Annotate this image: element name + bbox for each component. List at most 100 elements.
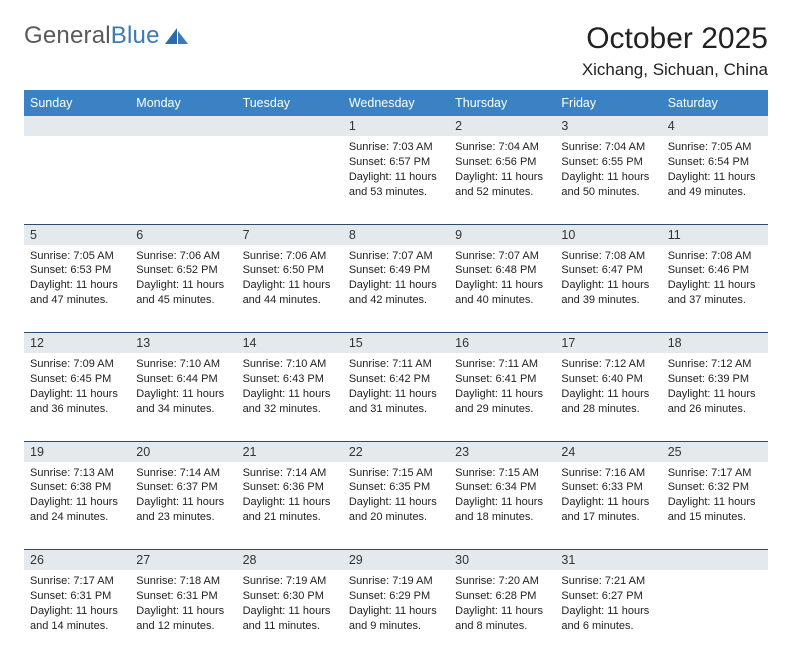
- day-cell: [662, 570, 768, 658]
- day-number: 30: [449, 550, 555, 571]
- week-row: Sunrise: 7:05 AMSunset: 6:53 PMDaylight:…: [24, 245, 768, 333]
- day-cell: Sunrise: 7:16 AMSunset: 6:33 PMDaylight:…: [555, 462, 661, 550]
- day-number: [662, 550, 768, 571]
- day-number: 19: [24, 441, 130, 462]
- sunset-text: Sunset: 6:54 PM: [668, 155, 762, 170]
- day-number: 28: [237, 550, 343, 571]
- day-info: Sunrise: 7:20 AMSunset: 6:28 PMDaylight:…: [455, 574, 549, 633]
- sunset-text: Sunset: 6:43 PM: [243, 372, 337, 387]
- sunset-text: Sunset: 6:56 PM: [455, 155, 549, 170]
- day-info: Sunrise: 7:16 AMSunset: 6:33 PMDaylight:…: [561, 466, 655, 525]
- sunset-text: Sunset: 6:31 PM: [136, 589, 230, 604]
- weekday-header: Friday: [555, 90, 661, 116]
- title-block: October 2025 Xichang, Sichuan, China: [582, 22, 768, 80]
- sunset-text: Sunset: 6:55 PM: [561, 155, 655, 170]
- sunrise-text: Sunrise: 7:19 AM: [349, 574, 443, 589]
- sunset-text: Sunset: 6:46 PM: [668, 263, 762, 278]
- day-info: Sunrise: 7:14 AMSunset: 6:37 PMDaylight:…: [136, 466, 230, 525]
- day-number: 16: [449, 333, 555, 354]
- sunset-text: Sunset: 6:37 PM: [136, 480, 230, 495]
- day-number: 6: [130, 224, 236, 245]
- day-cell: Sunrise: 7:12 AMSunset: 6:39 PMDaylight:…: [662, 353, 768, 441]
- day-number: 31: [555, 550, 661, 571]
- brand-logo: GeneralBlue: [24, 22, 190, 50]
- day-cell: Sunrise: 7:13 AMSunset: 6:38 PMDaylight:…: [24, 462, 130, 550]
- day-number: 8: [343, 224, 449, 245]
- sunrise-text: Sunrise: 7:05 AM: [668, 140, 762, 155]
- day-number: 26: [24, 550, 130, 571]
- day-info: Sunrise: 7:18 AMSunset: 6:31 PMDaylight:…: [136, 574, 230, 633]
- sunset-text: Sunset: 6:49 PM: [349, 263, 443, 278]
- day-number: 24: [555, 441, 661, 462]
- daylight-text: Daylight: 11 hours and 32 minutes.: [243, 387, 337, 417]
- day-info: Sunrise: 7:21 AMSunset: 6:27 PMDaylight:…: [561, 574, 655, 633]
- daylight-text: Daylight: 11 hours and 37 minutes.: [668, 278, 762, 308]
- day-number: 27: [130, 550, 236, 571]
- daylight-text: Daylight: 11 hours and 31 minutes.: [349, 387, 443, 417]
- sunrise-text: Sunrise: 7:11 AM: [349, 357, 443, 372]
- brand-word-2: Blue: [111, 22, 160, 49]
- day-cell: Sunrise: 7:17 AMSunset: 6:31 PMDaylight:…: [24, 570, 130, 658]
- sunrise-text: Sunrise: 7:06 AM: [243, 249, 337, 264]
- weekday-header: Saturday: [662, 90, 768, 116]
- day-cell: Sunrise: 7:19 AMSunset: 6:30 PMDaylight:…: [237, 570, 343, 658]
- calendar-table: Sunday Monday Tuesday Wednesday Thursday…: [24, 90, 768, 658]
- sunrise-text: Sunrise: 7:11 AM: [455, 357, 549, 372]
- sunrise-text: Sunrise: 7:16 AM: [561, 466, 655, 481]
- day-cell: Sunrise: 7:05 AMSunset: 6:54 PMDaylight:…: [662, 136, 768, 224]
- day-number: 29: [343, 550, 449, 571]
- sunset-text: Sunset: 6:34 PM: [455, 480, 549, 495]
- location-text: Xichang, Sichuan, China: [582, 60, 768, 80]
- day-info: Sunrise: 7:12 AMSunset: 6:39 PMDaylight:…: [668, 357, 762, 416]
- weekday-header: Sunday: [24, 90, 130, 116]
- daylight-text: Daylight: 11 hours and 42 minutes.: [349, 278, 443, 308]
- sunrise-text: Sunrise: 7:12 AM: [668, 357, 762, 372]
- daylight-text: Daylight: 11 hours and 36 minutes.: [30, 387, 124, 417]
- day-info: Sunrise: 7:15 AMSunset: 6:34 PMDaylight:…: [455, 466, 549, 525]
- day-info: Sunrise: 7:06 AMSunset: 6:50 PMDaylight:…: [243, 249, 337, 308]
- day-cell: Sunrise: 7:05 AMSunset: 6:53 PMDaylight:…: [24, 245, 130, 333]
- daylight-text: Daylight: 11 hours and 23 minutes.: [136, 495, 230, 525]
- daylight-text: Daylight: 11 hours and 11 minutes.: [243, 604, 337, 634]
- day-number: 11: [662, 224, 768, 245]
- day-cell: Sunrise: 7:08 AMSunset: 6:47 PMDaylight:…: [555, 245, 661, 333]
- day-number: 4: [662, 116, 768, 136]
- week-row: Sunrise: 7:17 AMSunset: 6:31 PMDaylight:…: [24, 570, 768, 658]
- day-info: Sunrise: 7:07 AMSunset: 6:48 PMDaylight:…: [455, 249, 549, 308]
- day-cell: Sunrise: 7:06 AMSunset: 6:50 PMDaylight:…: [237, 245, 343, 333]
- sunrise-text: Sunrise: 7:06 AM: [136, 249, 230, 264]
- day-number-row: 12131415161718: [24, 333, 768, 354]
- day-number: 1: [343, 116, 449, 136]
- sunset-text: Sunset: 6:31 PM: [30, 589, 124, 604]
- brand-text: GeneralBlue: [24, 22, 160, 50]
- day-info: Sunrise: 7:15 AMSunset: 6:35 PMDaylight:…: [349, 466, 443, 525]
- day-info: Sunrise: 7:03 AMSunset: 6:57 PMDaylight:…: [349, 140, 443, 199]
- sunset-text: Sunset: 6:39 PM: [668, 372, 762, 387]
- sunset-text: Sunset: 6:45 PM: [30, 372, 124, 387]
- daylight-text: Daylight: 11 hours and 20 minutes.: [349, 495, 443, 525]
- weekday-header-row: Sunday Monday Tuesday Wednesday Thursday…: [24, 90, 768, 116]
- daylight-text: Daylight: 11 hours and 50 minutes.: [561, 170, 655, 200]
- day-cell: Sunrise: 7:14 AMSunset: 6:36 PMDaylight:…: [237, 462, 343, 550]
- daylight-text: Daylight: 11 hours and 28 minutes.: [561, 387, 655, 417]
- day-number: 23: [449, 441, 555, 462]
- day-cell: Sunrise: 7:17 AMSunset: 6:32 PMDaylight:…: [662, 462, 768, 550]
- day-cell: [237, 136, 343, 224]
- day-info: Sunrise: 7:08 AMSunset: 6:46 PMDaylight:…: [668, 249, 762, 308]
- day-number: [130, 116, 236, 136]
- calendar-page: GeneralBlue October 2025 Xichang, Sichua…: [0, 0, 792, 612]
- sunrise-text: Sunrise: 7:19 AM: [243, 574, 337, 589]
- sunrise-text: Sunrise: 7:18 AM: [136, 574, 230, 589]
- day-cell: Sunrise: 7:10 AMSunset: 6:44 PMDaylight:…: [130, 353, 236, 441]
- sunset-text: Sunset: 6:27 PM: [561, 589, 655, 604]
- sunset-text: Sunset: 6:53 PM: [30, 263, 124, 278]
- week-row: Sunrise: 7:03 AMSunset: 6:57 PMDaylight:…: [24, 136, 768, 224]
- sunrise-text: Sunrise: 7:08 AM: [668, 249, 762, 264]
- day-info: Sunrise: 7:19 AMSunset: 6:29 PMDaylight:…: [349, 574, 443, 633]
- sunrise-text: Sunrise: 7:10 AM: [243, 357, 337, 372]
- sunset-text: Sunset: 6:35 PM: [349, 480, 443, 495]
- day-info: Sunrise: 7:04 AMSunset: 6:55 PMDaylight:…: [561, 140, 655, 199]
- daylight-text: Daylight: 11 hours and 18 minutes.: [455, 495, 549, 525]
- week-row: Sunrise: 7:09 AMSunset: 6:45 PMDaylight:…: [24, 353, 768, 441]
- sunrise-text: Sunrise: 7:10 AM: [136, 357, 230, 372]
